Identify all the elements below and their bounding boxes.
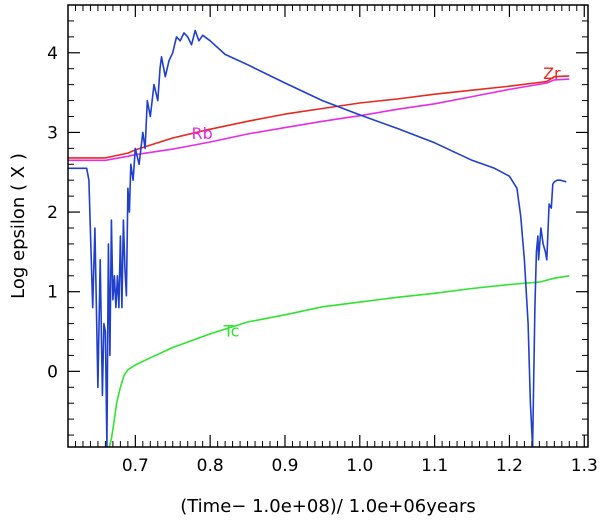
x-tick-label: 1.3: [571, 456, 598, 476]
x-tick-label: 1.0: [346, 456, 373, 476]
x-tick-label: 0.7: [122, 456, 149, 476]
series-labels-layer: Zr Rb Tc: [192, 64, 562, 340]
series-label-zr: Zr: [543, 64, 561, 83]
series-label-tc: Tc: [223, 321, 240, 340]
y-tick-label: 4: [47, 44, 58, 64]
plot-frame: [67, 4, 589, 448]
y-axis-title: Log epsilon ( X ): [8, 153, 29, 299]
y-tick-label: 3: [47, 123, 58, 143]
x-tick-label: 1.2: [496, 456, 523, 476]
series-line-zr: [68, 75, 570, 159]
series-line-tc: [108, 275, 570, 447]
y-tick-label: 2: [47, 203, 58, 223]
x-axis-title: (Time− 1.0e+08)/ 1.0e+06years: [180, 496, 476, 517]
x-tick-label: 0.9: [271, 456, 298, 476]
ticks-layer: 0.7 0.8 0.9 1.0 1.1 1.2 1.3 0 1 2 3 4: [47, 5, 598, 476]
series-line-unlabeled-3: [68, 29, 567, 447]
series-layer: [68, 29, 570, 447]
series-line-rb: [68, 78, 570, 162]
x-tick-label: 1.1: [421, 456, 448, 476]
x-tick-label: 0.8: [197, 456, 224, 476]
y-tick-label: 1: [47, 283, 58, 303]
y-tick-label: 0: [47, 362, 58, 382]
series-label-rb: Rb: [192, 124, 213, 143]
